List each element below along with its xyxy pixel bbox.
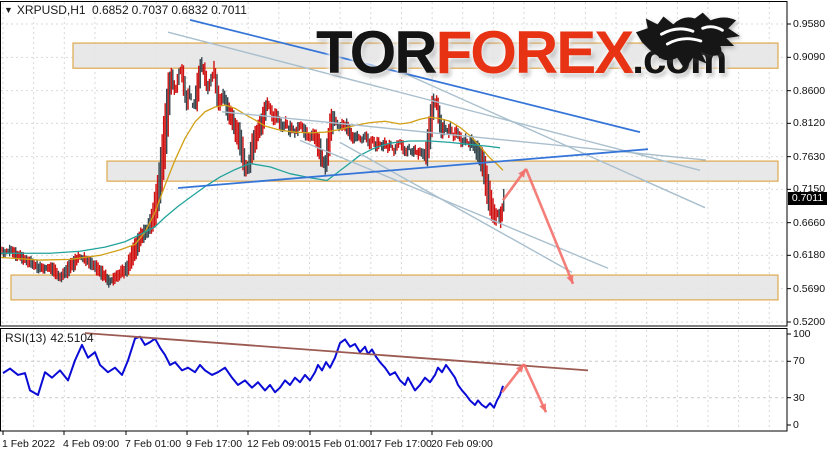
- logo-text-tor: TOR: [316, 19, 438, 86]
- ohlc-open: 0.6852: [91, 3, 129, 17]
- time-tick-label: 7 Feb 01:00: [125, 438, 182, 450]
- current-price-tag: 0.7011: [788, 192, 827, 205]
- price-tick-label: 0.8120: [793, 117, 826, 130]
- price-tick-label: 0.5690: [793, 282, 826, 295]
- price-tick-label: 0.6660: [793, 216, 826, 229]
- bull-icon: [635, 12, 741, 70]
- price-tick-label: 0.9580: [793, 18, 826, 30]
- ohlc-low: 0.6832: [171, 3, 209, 17]
- price-tick-label: 0.9090: [793, 51, 826, 64]
- price-tick-label: 0.5200: [793, 316, 826, 328]
- time-tick-label: 12 Feb 09:00: [247, 438, 309, 450]
- ohlc-high: 0.7037: [131, 3, 169, 17]
- torforex-watermark: TORFOREX.com: [316, 12, 741, 87]
- logo-text-forex: FOREX: [435, 19, 635, 86]
- time-tick-label: 15 Feb 01:00: [309, 438, 371, 450]
- rsi-name: RSI(13): [5, 331, 47, 345]
- rsi-tick-label: 30: [793, 391, 805, 404]
- rsi-tick-label: 0: [793, 419, 799, 431]
- rsi-indicator-label: RSI(13) 42.5104: [5, 331, 98, 345]
- ohlc-close: 0.7011: [211, 3, 247, 17]
- price-tick-label: 0.6180: [793, 249, 826, 262]
- symbol-name: XRPUSD,H1: [16, 3, 86, 17]
- rsi-tick-label: 70: [793, 355, 805, 368]
- time-tick-label: 9 Feb 17:00: [186, 438, 243, 450]
- time-tick-label: 4 Feb 09:00: [63, 438, 120, 450]
- price-tick-label: 0.7630: [793, 150, 826, 163]
- chart-dropdown-icon[interactable]: ▼: [4, 5, 13, 15]
- symbol-info-bar: ▼ XRPUSD,H1 0.6852 0.7037 0.6832 0.7011: [4, 3, 250, 17]
- time-tick-label: 20 Feb 09:00: [431, 438, 493, 450]
- time-tick-label: 17 Feb 17:00: [370, 438, 432, 450]
- price-tick-label: 0.8600: [793, 84, 826, 97]
- time-tick-label: 1 Feb 2022: [2, 438, 56, 450]
- rsi-tick-label: 100: [793, 328, 811, 340]
- rsi-value: 42.5104: [50, 331, 94, 345]
